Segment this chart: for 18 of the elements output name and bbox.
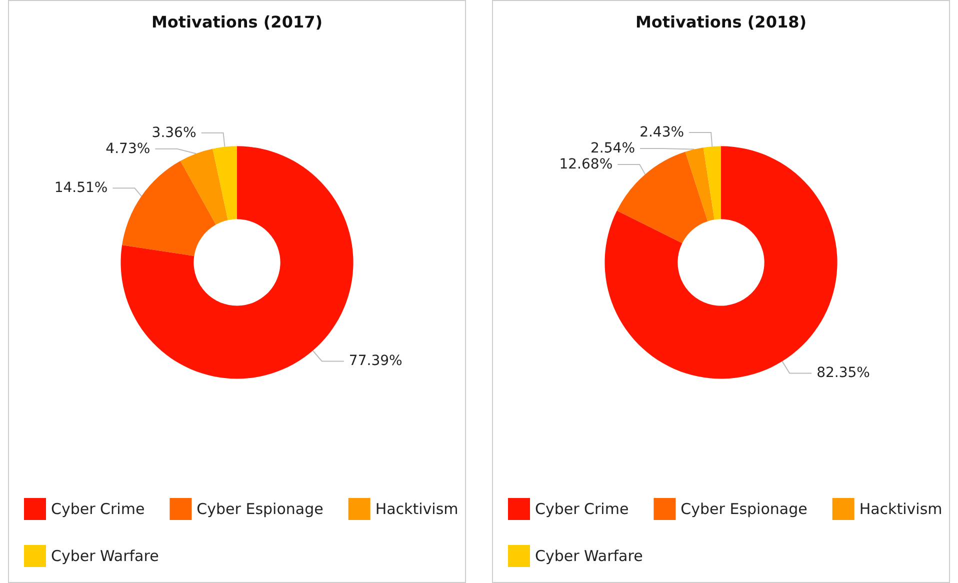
legend-label: Cyber Crime xyxy=(51,500,145,518)
legend-label: Hacktivism xyxy=(859,500,942,518)
legend-label: Cyber Espionage xyxy=(680,500,808,518)
legend-label: Cyber Warfare xyxy=(535,547,643,565)
chart-title: Motivations (2017) xyxy=(151,12,323,32)
data-label: 14.51% xyxy=(54,180,108,196)
data-label: 2.43% xyxy=(640,124,684,141)
data-label: 2.54% xyxy=(590,140,636,157)
legend-label: Cyber Crime xyxy=(535,500,629,518)
data-label: 82.35% xyxy=(816,365,870,382)
legend-label: Cyber Warfare xyxy=(51,547,159,565)
data-label: 77.39% xyxy=(348,353,402,370)
legend-label: Cyber Espionage xyxy=(196,500,324,518)
data-label: 4.73% xyxy=(106,140,150,157)
chart-title: Motivations (2018) xyxy=(635,12,807,32)
data-label: 3.36% xyxy=(152,124,196,141)
legend-label: Hacktivism xyxy=(375,500,458,518)
data-label: 12.68% xyxy=(559,156,613,173)
